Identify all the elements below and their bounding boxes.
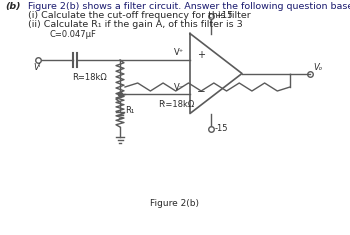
Text: (i) Calculate the cut-off frequency for this filter: (i) Calculate the cut-off frequency for …	[28, 11, 251, 20]
Text: V⁺: V⁺	[174, 48, 184, 57]
Text: +15: +15	[215, 11, 232, 20]
Text: Vᴵ: Vᴵ	[33, 63, 40, 72]
Text: -15: -15	[215, 124, 228, 133]
Text: Vₒ: Vₒ	[313, 63, 322, 71]
Text: (b): (b)	[5, 2, 21, 11]
Text: −: −	[197, 86, 206, 97]
Text: Figure 2(b) shows a filter circuit. Answer the following question based on this : Figure 2(b) shows a filter circuit. Answ…	[28, 2, 350, 11]
Text: Rⁱ=18kΩ: Rⁱ=18kΩ	[158, 100, 194, 109]
Text: R₁: R₁	[125, 106, 134, 115]
Text: V⁻: V⁻	[174, 82, 184, 91]
Text: Figure 2(b): Figure 2(b)	[150, 199, 200, 208]
Text: C=0.047μF: C=0.047μF	[50, 30, 97, 39]
Text: R=18kΩ: R=18kΩ	[72, 73, 107, 82]
Text: +: +	[197, 51, 205, 60]
Text: (ii) Calculate R₁ if the gain A, of this filter is 3: (ii) Calculate R₁ if the gain A, of this…	[28, 20, 243, 29]
